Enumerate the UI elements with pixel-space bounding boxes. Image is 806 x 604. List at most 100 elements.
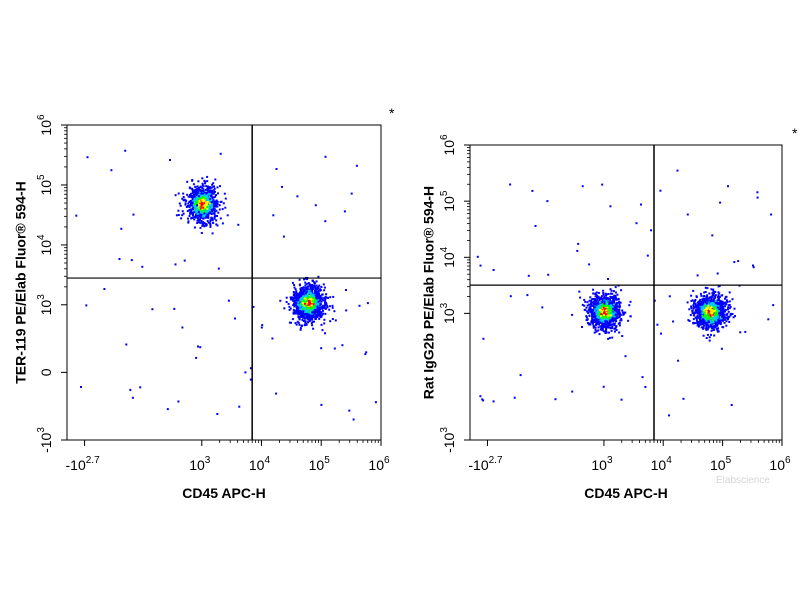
event-dot bbox=[310, 301, 313, 304]
event-dot bbox=[132, 213, 135, 216]
event-dot bbox=[227, 299, 230, 302]
event-dot bbox=[213, 216, 216, 219]
event-dot bbox=[686, 213, 689, 216]
event-dot bbox=[205, 209, 208, 212]
event-dot bbox=[322, 309, 324, 312]
event-dot bbox=[203, 201, 205, 204]
event-dot bbox=[707, 297, 710, 300]
event-dot bbox=[311, 284, 313, 286]
event-dot bbox=[712, 297, 715, 300]
event-dot bbox=[318, 292, 320, 295]
event-dot bbox=[311, 311, 314, 314]
event-dot bbox=[193, 211, 196, 214]
event-dot bbox=[297, 298, 300, 301]
event-dot bbox=[709, 324, 712, 326]
event-dot bbox=[692, 314, 695, 317]
event-dot bbox=[308, 311, 311, 314]
event-dot bbox=[315, 316, 317, 319]
event-dot bbox=[614, 319, 617, 321]
event-dot bbox=[312, 296, 315, 299]
event-dot bbox=[311, 293, 314, 296]
event-dot bbox=[717, 309, 720, 312]
event-dot bbox=[318, 304, 321, 307]
event-dot bbox=[300, 315, 303, 317]
event-dot bbox=[313, 301, 316, 304]
event-dot bbox=[202, 209, 205, 211]
event-dot bbox=[581, 326, 583, 328]
event-dot bbox=[703, 316, 706, 319]
y-tick-label: -103 bbox=[439, 427, 457, 453]
event-dot bbox=[289, 296, 292, 299]
event-dot bbox=[261, 324, 264, 327]
event-dot bbox=[321, 307, 324, 310]
event-dot bbox=[304, 301, 306, 304]
event-dot bbox=[293, 295, 296, 298]
event-dot bbox=[713, 299, 715, 302]
event-dot bbox=[583, 304, 586, 307]
event-dot bbox=[744, 330, 747, 333]
event-dot bbox=[326, 306, 329, 309]
event-dot bbox=[606, 297, 609, 299]
event-dot bbox=[601, 322, 604, 325]
event-dot bbox=[333, 310, 336, 313]
event-dot bbox=[613, 303, 615, 306]
event-dot bbox=[589, 306, 592, 308]
event-dot bbox=[190, 192, 193, 195]
event-dot bbox=[220, 200, 223, 203]
event-dot bbox=[656, 323, 659, 326]
event-dot bbox=[302, 297, 305, 300]
event-dot bbox=[588, 309, 590, 312]
event-dot bbox=[577, 242, 580, 245]
event-dot bbox=[618, 324, 621, 327]
event-dot bbox=[301, 306, 304, 309]
event-dot bbox=[668, 414, 670, 417]
plot-panel-isotype: -102.7 103 104 105 106 -103 103 104 105 106 CD45… bbox=[421, 125, 798, 501]
event-dot bbox=[289, 307, 292, 310]
event-dot bbox=[700, 301, 703, 304]
event-dot bbox=[205, 202, 207, 205]
x-tick-label: -102.7 bbox=[468, 455, 503, 473]
event-dot bbox=[194, 193, 197, 196]
event-dot bbox=[696, 314, 699, 317]
event-dot bbox=[125, 343, 128, 346]
event-dot bbox=[604, 315, 607, 318]
event-dot bbox=[297, 306, 300, 309]
event-dot bbox=[710, 315, 712, 318]
event-dot bbox=[312, 303, 315, 306]
event-dot bbox=[288, 305, 291, 308]
event-dot bbox=[206, 205, 209, 208]
event-dot bbox=[712, 289, 715, 292]
event-dot bbox=[640, 203, 642, 206]
event-dot bbox=[195, 194, 198, 197]
event-dot bbox=[252, 305, 255, 308]
event-dot bbox=[305, 310, 308, 313]
event-dot bbox=[704, 300, 707, 303]
event-dot bbox=[201, 177, 204, 180]
event-dot bbox=[699, 319, 702, 322]
event-dot bbox=[709, 310, 712, 313]
event-dot bbox=[721, 300, 724, 303]
event-dot bbox=[309, 316, 312, 319]
event-dot bbox=[201, 194, 204, 197]
event-dot bbox=[305, 314, 308, 317]
event-dot bbox=[595, 313, 598, 316]
event-dot bbox=[315, 308, 318, 311]
event-dot bbox=[207, 187, 210, 190]
event-dot bbox=[619, 301, 622, 304]
event-dot bbox=[319, 299, 322, 302]
event-dot bbox=[315, 284, 318, 287]
event-dot bbox=[711, 322, 714, 325]
event-dot bbox=[184, 203, 187, 206]
event-dot bbox=[614, 308, 617, 311]
event-dot bbox=[306, 296, 309, 299]
event-dot bbox=[711, 234, 714, 237]
event-dot bbox=[717, 313, 720, 316]
event-dot bbox=[196, 204, 199, 207]
event-dot bbox=[296, 308, 299, 311]
event-dot bbox=[301, 287, 304, 290]
event-dot bbox=[204, 180, 207, 183]
event-dot bbox=[191, 192, 194, 194]
event-dot bbox=[188, 215, 191, 217]
event-dot bbox=[324, 302, 327, 305]
